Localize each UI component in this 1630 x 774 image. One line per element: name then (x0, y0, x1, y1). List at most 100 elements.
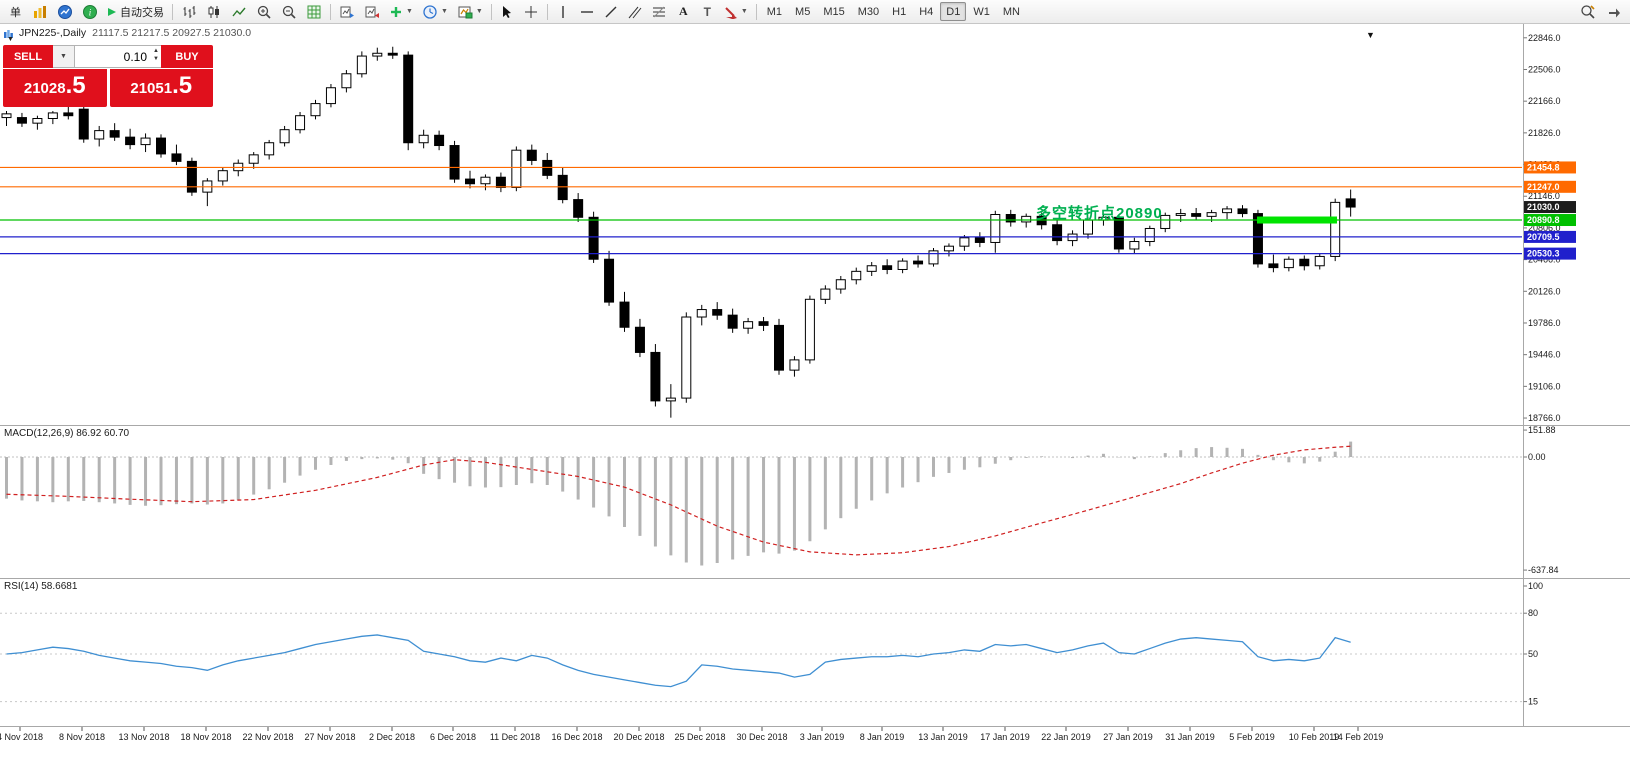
quick-search-button[interactable] (1576, 1, 1600, 22)
trendline-tool-button[interactable] (600, 1, 623, 22)
line-chart-button[interactable] (227, 1, 251, 22)
new-chart-button[interactable] (28, 1, 52, 22)
timeframe-m30-button[interactable]: M30 (857, 5, 880, 18)
stepper-down-icon: ▼ (153, 56, 159, 63)
one-click-price-row: 21028 .5 21051 .5 (3, 69, 213, 107)
tile-windows-icon (339, 4, 355, 20)
svg-text:8 Jan 2019: 8 Jan 2019 (860, 732, 905, 742)
buy-price-frac: .5 (172, 72, 193, 99)
svg-text:19786.0: 19786.0 (1528, 318, 1561, 328)
tile-windows-button[interactable] (335, 1, 359, 22)
svg-text:22506.0: 22506.0 (1528, 64, 1561, 74)
vertical-line-tool-button[interactable] (552, 1, 575, 22)
text-tool-button[interactable]: A (672, 1, 695, 22)
stepper-up-icon: ▲ (153, 48, 159, 54)
grid-icon (306, 4, 322, 20)
svg-text:25 Dec 2018: 25 Dec 2018 (674, 732, 725, 742)
volume-stepper[interactable]: ▲ ▼ (153, 47, 159, 64)
bar-chart-button[interactable] (177, 1, 201, 22)
timeframe-m1-button[interactable]: M1 (766, 5, 783, 18)
crosshair-tool-button[interactable] (520, 1, 543, 22)
horizontal-line-tool-button[interactable] (576, 1, 599, 22)
svg-text:20530.3: 20530.3 (1527, 249, 1560, 259)
svg-text:22 Jan 2019: 22 Jan 2019 (1041, 732, 1091, 742)
zoom-in-button[interactable] (252, 1, 276, 22)
sell-button[interactable]: SELL (3, 45, 53, 68)
label-tool-button[interactable]: T (696, 1, 719, 22)
market-watch-button[interactable] (53, 1, 77, 22)
annotation-text[interactable]: 多空转折点20890 (1036, 205, 1163, 222)
buy-price-main: 21051 (130, 80, 173, 97)
chevron-down-icon: ▼ (740, 8, 748, 15)
svg-text:20709.5: 20709.5 (1527, 232, 1560, 242)
shapes-tool-button[interactable]: ▼ (720, 1, 752, 22)
sell-price-main: 21028 (23, 80, 66, 97)
svg-text:21030.0: 21030.0 (1527, 202, 1560, 212)
svg-text:22846.0: 22846.0 (1528, 33, 1561, 43)
svg-text:6 Dec 2018: 6 Dec 2018 (430, 732, 476, 742)
chevron-down-icon: ▼ (440, 8, 448, 15)
svg-text:22166.0: 22166.0 (1528, 96, 1561, 106)
vertical-line-icon (557, 5, 569, 19)
new-chart-icon (32, 4, 48, 20)
volume-input[interactable] (75, 46, 161, 67)
clock-icon (422, 4, 438, 20)
channel-tool-button[interactable] (624, 1, 647, 22)
fibonacci-tool-button[interactable] (648, 1, 671, 22)
timeframe-d1-button[interactable]: D1 (940, 2, 967, 21)
zoom-out-icon (281, 4, 297, 20)
timeframe-h1-button[interactable]: H1 (892, 5, 907, 18)
volume-field-wrap: ▲▼ (75, 45, 161, 68)
add-indicator-button[interactable]: ▼ (385, 1, 417, 22)
market-watch-icon (57, 4, 73, 20)
grid-button[interactable] (302, 1, 326, 22)
buy-button[interactable]: BUY (161, 45, 213, 68)
navigator-button[interactable]: i (78, 1, 102, 22)
periods-button[interactable]: ▼ (418, 1, 452, 22)
forward-arrow-button[interactable] (1602, 1, 1626, 22)
candlestick-chart-button[interactable] (202, 1, 226, 22)
timeframe-h4-button[interactable]: H4 (919, 5, 934, 18)
navigator-icon: i (82, 4, 98, 20)
cascade-windows-button[interactable] (360, 1, 384, 22)
zoom-in-icon (256, 4, 272, 20)
macd-indicator-label: MACD(12,26,9) 86.92 60.70 (4, 428, 130, 439)
svg-text:21826.0: 21826.0 (1528, 128, 1561, 138)
svg-text:31 Jan 2019: 31 Jan 2019 (1165, 732, 1215, 742)
autotrading-label: 自动交易 (120, 6, 164, 19)
chart-title-bar: JPN225-,Daily 21117.5 21217.5 20927.5 21… (4, 27, 251, 39)
sell-price-button[interactable]: 21028 .5 (3, 69, 107, 107)
toolbar-separator (490, 3, 492, 20)
zoom-out-button[interactable] (277, 1, 301, 22)
svg-text:18766.0: 18766.0 (1528, 413, 1561, 423)
one-click-top-row: SELL ▼ ▲▼ BUY (3, 45, 213, 68)
timeframe-mn-button[interactable]: MN (1002, 5, 1020, 18)
toolbar-right-group (1576, 1, 1626, 22)
search-pencil-icon (1580, 4, 1596, 20)
volume-dropdown[interactable]: ▼ (53, 45, 75, 68)
buy-price-button[interactable]: 21051 .5 (109, 69, 213, 107)
chart-symbol-icon (4, 29, 13, 38)
svg-text:13 Jan 2019: 13 Jan 2019 (918, 732, 968, 742)
timeframe-m15-button[interactable]: M15 (823, 5, 845, 18)
svg-text:8 Nov 2018: 8 Nov 2018 (59, 732, 105, 742)
timeframe-m5-button[interactable]: M5 (795, 5, 811, 18)
timeframe-w1-button[interactable]: W1 (973, 5, 990, 18)
one-click-collapse-arrow[interactable]: ▼ (7, 36, 14, 43)
svg-text:11 Dec 2018: 11 Dec 2018 (490, 732, 540, 742)
sell-price-frac: .5 (65, 72, 86, 99)
templates-button[interactable]: ▼ (453, 1, 487, 22)
text-tool-icon: A (678, 4, 688, 18)
new-order-button[interactable]: 单 (4, 1, 27, 22)
cursor-tool-button[interactable] (496, 1, 519, 22)
one-click-trading-panel: ▼ SELL ▼ ▲▼ BUY 21028 .5 21051 .5 (3, 36, 213, 107)
autotrading-button[interactable]: 自动交易 (103, 1, 168, 22)
equidistant-channel-icon (628, 5, 642, 19)
fibonacci-icon (652, 5, 666, 19)
label-tool-icon: T (703, 4, 711, 19)
svg-text:21454.8: 21454.8 (1527, 162, 1560, 172)
svg-text:27 Jan 2019: 27 Jan 2019 (1103, 732, 1153, 742)
chart-menu-arrow-icon[interactable]: ▼ (1366, 30, 1375, 40)
